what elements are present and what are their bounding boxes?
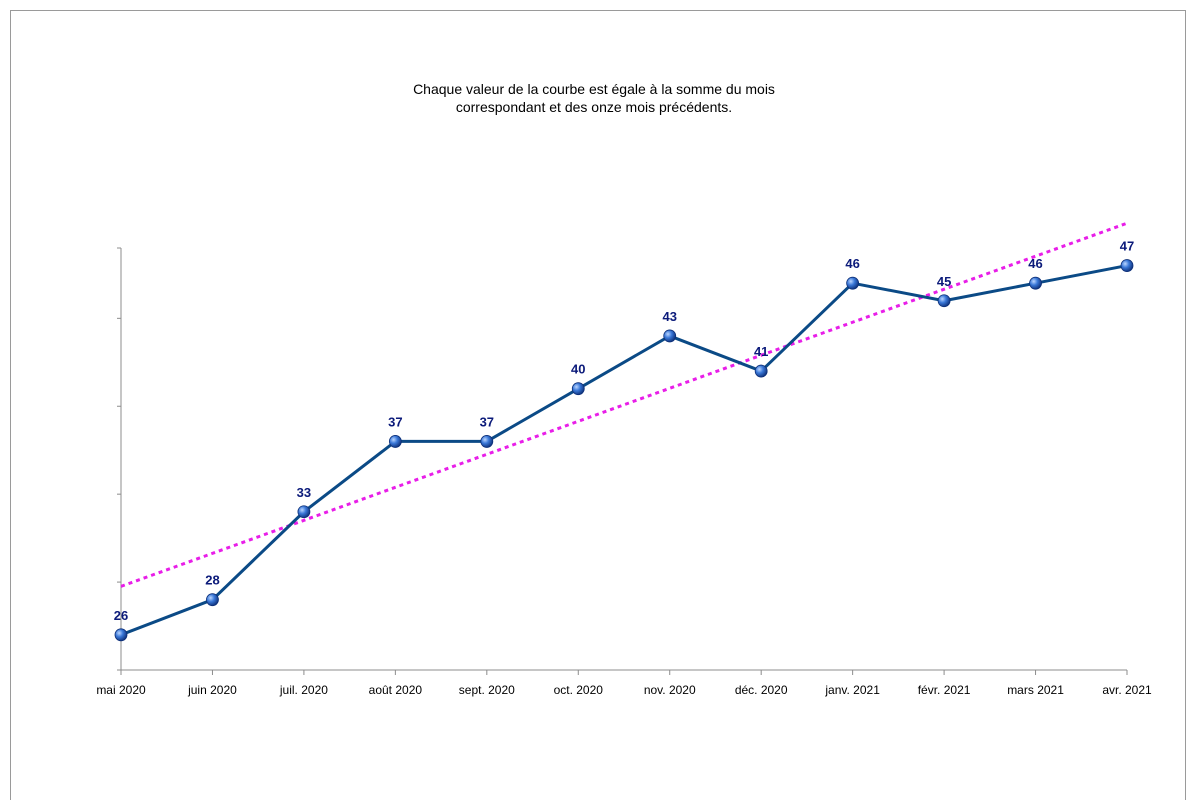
data-point: [480, 435, 494, 448]
x-tick-label: oct. 2020: [554, 683, 604, 697]
data-point: [754, 364, 768, 378]
x-tick-label: août 2020: [369, 683, 423, 697]
data-point: [114, 628, 128, 642]
chart-title: Chaque valeur de la courbe est égale à l…: [0, 80, 1188, 116]
data-point: [1029, 276, 1042, 290]
x-tick-label: sept. 2020: [459, 683, 515, 697]
data-point: [846, 276, 860, 290]
data-point: [663, 329, 677, 343]
data-label: 45: [937, 274, 951, 289]
x-tick-label: janv. 2021: [824, 683, 880, 697]
x-tick-label: févr. 2021: [918, 683, 971, 697]
data-point: [1120, 259, 1134, 272]
data-label: 37: [480, 414, 494, 429]
data-label: 46: [1028, 256, 1042, 271]
trendline: [120, 221, 1128, 588]
data-point: [937, 294, 951, 308]
x-tick-label: déc. 2020: [735, 683, 788, 697]
data-label: 37: [388, 414, 402, 429]
data-point: [571, 382, 585, 396]
chart-title-line-1: Chaque valeur de la courbe est égale à l…: [413, 81, 775, 97]
chart-title-line-2: correspondant et des onze mois précédent…: [455, 99, 733, 115]
x-tick-label: nov. 2020: [644, 683, 696, 697]
data-label: 47: [1120, 239, 1134, 254]
x-tick-label: avr. 2021: [1102, 683, 1152, 697]
x-tick-label: juin 2020: [187, 683, 237, 697]
data-point: [388, 435, 402, 448]
data-label: 41: [754, 344, 768, 359]
x-tick-label: juil. 2020: [279, 683, 328, 697]
data-label: 43: [662, 309, 676, 324]
data-label: 40: [571, 362, 585, 377]
x-tick-label: mai 2020: [96, 683, 146, 697]
data-point: [206, 593, 219, 607]
data-label: 46: [845, 256, 859, 271]
chart-frame: [10, 10, 1186, 800]
series-line: [120, 264, 1128, 637]
x-tick-label: mars 2021: [1007, 683, 1064, 697]
data-point: [297, 505, 311, 519]
data-label: 28: [205, 573, 219, 588]
data-label: 33: [297, 485, 311, 500]
data-label: 26: [114, 608, 128, 623]
